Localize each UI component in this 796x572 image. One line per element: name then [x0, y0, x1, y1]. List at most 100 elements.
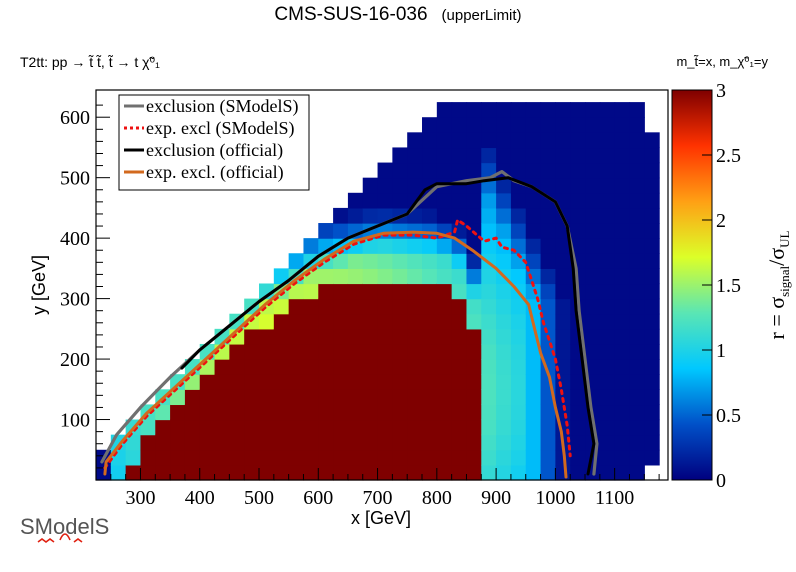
heatmap-cell — [570, 464, 586, 481]
heatmap-cell — [377, 192, 393, 209]
heatmap-cell — [540, 283, 556, 300]
heatmap-cell — [629, 343, 645, 360]
heatmap-cell — [288, 464, 305, 481]
y-axis-label: y [GeV] — [29, 255, 49, 315]
heatmap-cell — [318, 389, 334, 406]
heatmap-cell — [422, 283, 438, 300]
heatmap-cell — [244, 449, 260, 466]
heatmap-cell — [155, 404, 171, 421]
heatmap-cell — [333, 449, 349, 466]
heatmap-cell — [496, 102, 512, 118]
heatmap-cell — [170, 434, 186, 451]
heatmap-cell — [510, 298, 527, 315]
x-tick-label: 1000 — [535, 487, 575, 509]
heatmap-cell — [540, 434, 556, 451]
heatmap-cell — [392, 389, 408, 406]
heatmap-cell — [599, 223, 616, 239]
heatmap-cell — [496, 313, 512, 330]
heatmap-cell — [599, 313, 616, 330]
y-tick-label: 400 — [60, 228, 90, 250]
heatmap-cell — [496, 449, 512, 466]
heatmap-cell — [318, 268, 334, 285]
heatmap-cell — [540, 147, 556, 164]
heatmap-cell — [585, 223, 601, 239]
heatmap-cell — [525, 268, 542, 285]
heatmap-cell — [585, 328, 601, 345]
heatmap-cell — [451, 389, 468, 406]
heatmap-cell — [422, 328, 438, 345]
x-axis-label: x [GeV] — [351, 508, 411, 528]
heatmap-cell — [496, 434, 512, 451]
heatmap-cell — [125, 464, 142, 481]
heatmap-cell — [585, 253, 601, 269]
heatmap-cell — [614, 313, 631, 330]
heatmap-cell — [466, 359, 482, 375]
heatmap-cell — [170, 464, 186, 481]
heatmap-cell — [347, 419, 364, 436]
heatmap-cell — [496, 253, 512, 269]
heatmap-cell — [599, 404, 616, 421]
heatmap-cell — [318, 404, 334, 421]
heatmap-cell — [481, 192, 497, 209]
heatmap-cell — [496, 223, 512, 239]
heatmap-cell — [555, 238, 571, 254]
heatmap-cell — [303, 359, 319, 375]
heatmap-cell — [436, 298, 453, 315]
colorbar-tick-label: 2 — [716, 210, 726, 232]
heatmap-cell — [229, 389, 245, 406]
heatmap-cell — [333, 223, 349, 239]
heatmap-cell — [318, 449, 334, 466]
heatmap-cell — [525, 389, 542, 406]
heatmap-cell — [407, 313, 423, 330]
heatmap-cell — [422, 207, 438, 224]
heatmap-cell — [496, 192, 512, 209]
heatmap-cell — [347, 192, 364, 209]
heatmap-cell — [407, 147, 423, 164]
heatmap-cell — [510, 253, 527, 269]
heatmap-cell — [436, 192, 453, 209]
heatmap-cell — [436, 132, 453, 149]
heatmap-cell — [451, 359, 468, 375]
heatmap-cell — [229, 449, 245, 466]
heatmap-cell — [629, 449, 645, 466]
heatmap-cell — [422, 268, 438, 285]
heatmap-cell — [199, 419, 216, 436]
heatmap-cell — [184, 464, 201, 481]
heatmap-cell — [244, 343, 260, 360]
heatmap-cell — [629, 328, 645, 345]
heatmap-cell — [362, 238, 379, 254]
heatmap-cell — [570, 223, 586, 239]
heatmap-cell — [629, 434, 645, 451]
heatmap-cell — [555, 464, 571, 481]
heatmap-cell — [392, 343, 408, 360]
heatmap-cell — [377, 464, 393, 481]
x-tick-label: 400 — [185, 487, 215, 509]
heatmap-cell — [570, 404, 586, 421]
heatmap-cell — [570, 117, 586, 133]
heatmap-cell — [422, 359, 438, 375]
heatmap-cell — [496, 147, 512, 164]
x-tick-label: 700 — [363, 487, 393, 509]
heatmap-cell — [407, 449, 423, 466]
heatmap-cell — [392, 374, 408, 390]
heatmap-cell — [525, 404, 542, 421]
heatmap-cell — [466, 343, 482, 360]
heatmap-cell — [377, 419, 393, 436]
logo-text: SModelS — [20, 514, 109, 539]
heatmap-cell — [347, 298, 364, 315]
y-tick-label: 300 — [60, 289, 90, 311]
heatmap-cell — [496, 404, 512, 421]
heatmap-cell — [303, 283, 319, 300]
heatmap-cell — [214, 359, 230, 375]
heatmap-cell — [525, 238, 542, 254]
heatmap-cell — [599, 283, 616, 300]
heatmap-cell — [392, 162, 408, 179]
heatmap-cell — [629, 268, 645, 285]
heatmap-cell — [199, 464, 216, 481]
heatmap-cell — [644, 192, 660, 209]
heatmap-cell — [392, 268, 408, 285]
heatmap-cell — [466, 449, 482, 466]
heatmap-cell — [614, 177, 631, 194]
heatmap-cell — [229, 359, 245, 375]
heatmap-cell — [288, 449, 305, 466]
